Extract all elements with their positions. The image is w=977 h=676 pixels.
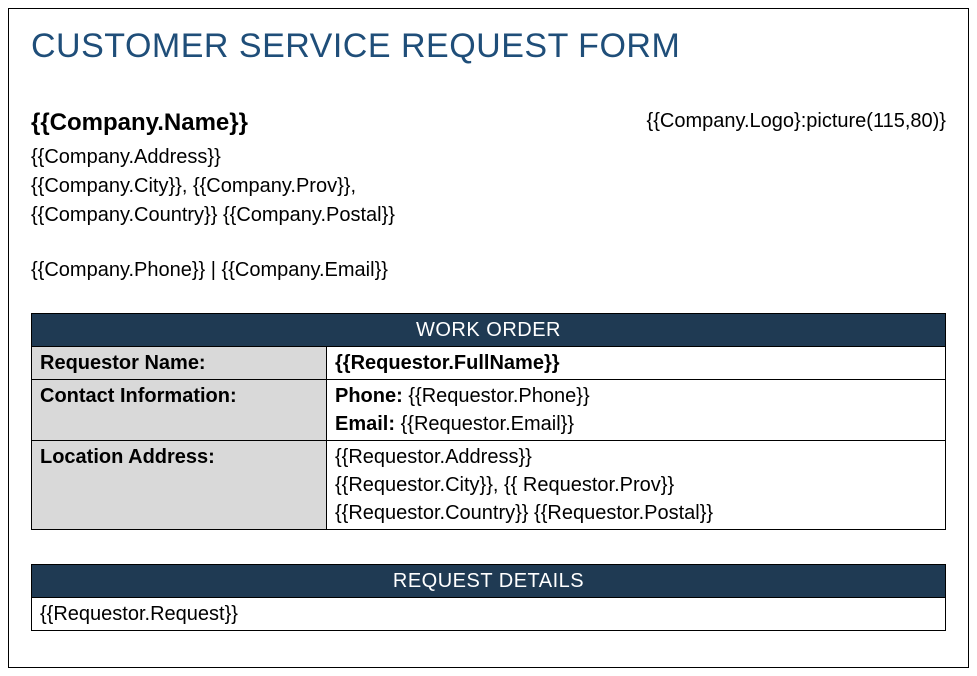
table-row: Contact Information: Phone: {{Requestor.… xyxy=(32,379,946,440)
table-row: {{Requestor.Request}} xyxy=(32,597,946,630)
request-details-table: REQUEST DETAILS {{Requestor.Request}} xyxy=(31,564,946,631)
request-details-body: {{Requestor.Request}} xyxy=(32,597,946,630)
form-page: CUSTOMER SERVICE REQUEST FORM {{Company.… xyxy=(8,8,969,668)
header-row: {{Company.Name}} {{Company.Address}} {{C… xyxy=(31,106,946,285)
table-row: Requestor Name: {{Requestor.FullName}} xyxy=(32,346,946,379)
spacer xyxy=(31,230,395,256)
location-value: {{Requestor.Address}} {{Requestor.City}}… xyxy=(327,440,946,529)
requestor-name-value: {{Requestor.FullName}} xyxy=(327,346,946,379)
company-phone-email: {{Company.Phone}} | {{Company.Email}} xyxy=(31,256,395,285)
work-order-table: WORK ORDER Requestor Name: {{Requestor.F… xyxy=(31,313,946,530)
location-line1: {{Requestor.Address}} xyxy=(335,446,532,468)
contact-info-value: Phone: {{Requestor.Phone}} Email: {{Requ… xyxy=(327,379,946,440)
request-details-header: REQUEST DETAILS xyxy=(32,564,946,597)
company-logo-placeholder: {{Company.Logo}:picture(115,80)} xyxy=(647,106,946,133)
location-label: Location Address: xyxy=(32,440,327,529)
location-line3: {{Requestor.Country}} {{Requestor.Postal… xyxy=(335,502,713,524)
phone-label: Phone: xyxy=(335,385,408,407)
company-city-prov: {{Company.City}}, {{Company.Prov}}, xyxy=(31,172,395,201)
location-line2: {{Requestor.City}}, {{ Requestor.Prov}} xyxy=(335,474,674,496)
company-block: {{Company.Name}} {{Company.Address}} {{C… xyxy=(31,106,395,285)
company-name: {{Company.Name}} xyxy=(31,106,395,141)
table-row: Location Address: {{Requestor.Address}} … xyxy=(32,440,946,529)
work-order-header: WORK ORDER xyxy=(32,313,946,346)
contact-info-label: Contact Information: xyxy=(32,379,327,440)
phone-value: {{Requestor.Phone}} xyxy=(408,385,589,407)
company-country-postal: {{Company.Country}} {{Company.Postal}} xyxy=(31,201,395,230)
form-title: CUSTOMER SERVICE REQUEST FORM xyxy=(31,27,946,66)
requestor-name-label: Requestor Name: xyxy=(32,346,327,379)
company-address: {{Company.Address}} xyxy=(31,143,395,172)
email-label: Email: xyxy=(335,413,401,435)
email-value: {{Requestor.Email}} xyxy=(401,413,574,435)
